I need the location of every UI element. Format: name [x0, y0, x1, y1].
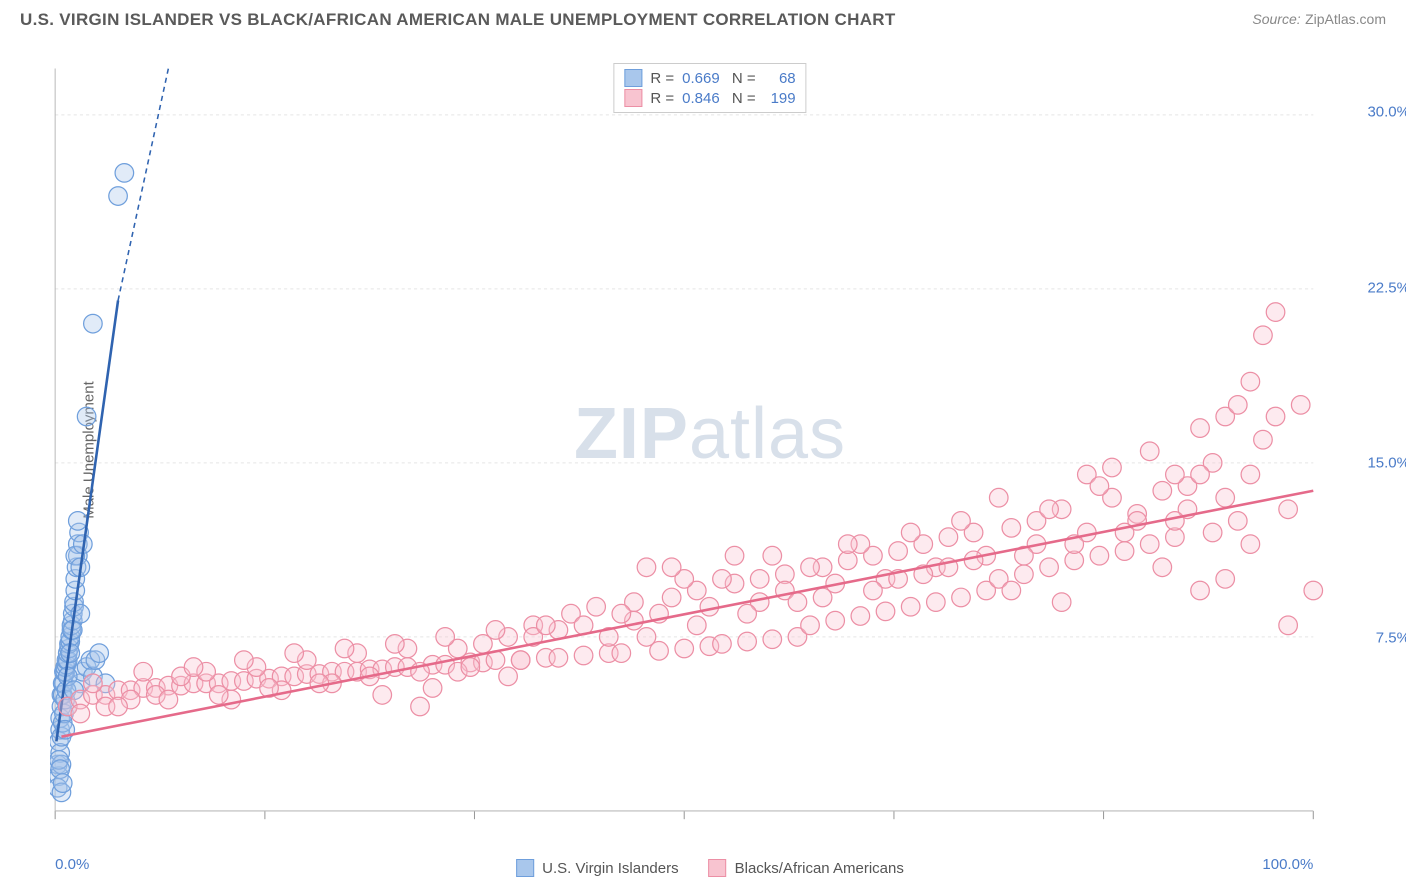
chart-title: U.S. VIRGIN ISLANDER VS BLACK/AFRICAN AM…: [20, 10, 896, 30]
legend-item-usvi: U.S. Virgin Islanders: [516, 859, 678, 877]
stats-row-usvi: R = 0.669 N = 68: [624, 68, 795, 88]
swatch-usvi: [624, 69, 642, 87]
x-tick-label: 0.0%: [55, 856, 89, 873]
legend-swatch-baa: [709, 859, 727, 877]
bottom-legend: U.S. Virgin Islanders Blacks/African Ame…: [516, 859, 904, 877]
stats-legend: R = 0.669 N = 68 R = 0.846 N = 199: [613, 63, 806, 113]
stats-row-baa: R = 0.846 N = 199: [624, 88, 795, 108]
scatter-plot: [50, 55, 1370, 845]
chart-area: Male Unemployment ZIPatlas R = 0.669 N =…: [50, 55, 1370, 845]
y-tick-label: 22.5%: [1367, 279, 1406, 296]
source-label: Source:: [1252, 11, 1300, 27]
legend-item-baa: Blacks/African Americans: [709, 859, 904, 877]
source-value: ZipAtlas.com: [1305, 11, 1386, 27]
swatch-baa: [624, 89, 642, 107]
y-tick-label: 30.0%: [1367, 104, 1406, 121]
source-attribution: Source: ZipAtlas.com: [1252, 11, 1386, 29]
y-tick-label: 15.0%: [1367, 454, 1406, 471]
y-tick-label: 7.5%: [1376, 630, 1406, 647]
x-tick-label: 100.0%: [1262, 856, 1313, 873]
legend-swatch-usvi: [516, 859, 534, 877]
